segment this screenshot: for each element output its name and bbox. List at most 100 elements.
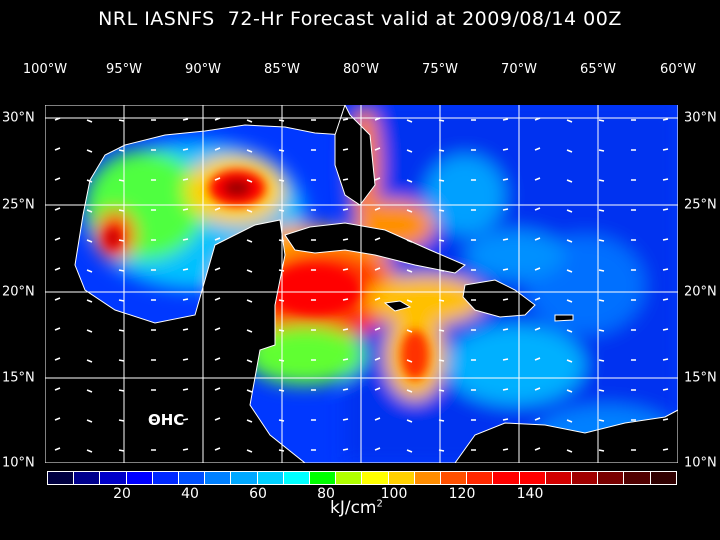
- current-vector: [406, 209, 413, 213]
- current-vector: [502, 118, 509, 121]
- current-vector: [86, 299, 93, 303]
- current-vector: [246, 389, 253, 393]
- colorbar-tick-label: 20: [113, 486, 131, 502]
- current-vector: [374, 297, 381, 301]
- ohc-map: [45, 105, 678, 463]
- current-vector: [214, 417, 221, 421]
- current-vector: [182, 238, 189, 241]
- field-label: OHC: [148, 411, 185, 429]
- current-vector: [598, 149, 605, 152]
- colorbar-bin: [152, 472, 179, 484]
- current-vector: [406, 329, 413, 333]
- current-vector: [662, 118, 669, 121]
- current-vector: [566, 359, 573, 363]
- current-vector: [566, 119, 573, 123]
- current-vector: [374, 267, 381, 271]
- current-vector: [86, 329, 93, 333]
- current-vector: [598, 269, 605, 272]
- south-america: [454, 409, 678, 463]
- current-vector: [214, 357, 221, 361]
- current-vector: [374, 387, 381, 391]
- current-vector: [86, 269, 93, 273]
- current-vector: [182, 148, 189, 151]
- lon-label: 90°W: [185, 62, 221, 77]
- current-vector: [662, 388, 669, 391]
- lat-label: 25°N: [2, 197, 35, 213]
- current-vector: [214, 387, 221, 391]
- units-exponent: 2: [376, 498, 383, 510]
- current-vector: [566, 239, 573, 243]
- current-vector: [534, 237, 541, 241]
- current-vector: [502, 418, 509, 421]
- current-vector: [182, 268, 189, 271]
- current-vector: [342, 388, 349, 391]
- lat-label: 20°N: [2, 284, 35, 300]
- colorbar-bin: [519, 472, 545, 484]
- lat-label: 30°N: [2, 110, 35, 126]
- current-vector: [182, 298, 189, 301]
- current-vector: [182, 388, 189, 391]
- current-vector: [502, 448, 509, 451]
- current-vector: [246, 239, 253, 243]
- current-vector: [566, 209, 573, 213]
- current-vector: [598, 329, 605, 332]
- current-vector: [118, 329, 125, 332]
- lat-label: 20°N: [684, 284, 717, 300]
- current-vector: [342, 448, 349, 451]
- lon-label: 60°W: [660, 62, 696, 77]
- current-vector: [118, 389, 125, 392]
- mexico-us-central-america: [45, 105, 346, 463]
- colorbar: [47, 471, 677, 485]
- colorbar-tick-label: 120: [448, 486, 476, 502]
- lon-label: 70°W: [501, 62, 537, 77]
- current-vector: [214, 297, 221, 301]
- current-vector: [342, 268, 349, 271]
- current-vector: [374, 357, 381, 361]
- current-vector: [534, 267, 541, 271]
- current-vector: [598, 359, 605, 362]
- colorbar-bin: [126, 472, 152, 484]
- current-vector: [598, 239, 605, 242]
- current-vector: [662, 238, 669, 241]
- current-vector: [534, 387, 541, 391]
- units-text: kJ/cm: [330, 498, 377, 518]
- current-vector: [182, 208, 189, 211]
- colorbar-bin: [231, 472, 257, 484]
- current-vector: [182, 358, 189, 361]
- colorbar-bin: [336, 472, 362, 484]
- colorbar-bin: [414, 472, 441, 484]
- colorbar-units: kJ/cm2: [330, 498, 383, 518]
- colorbar-bin: [179, 472, 205, 484]
- current-vector: [86, 389, 93, 393]
- current-vector: [598, 179, 605, 182]
- current-vector: [406, 179, 413, 183]
- current-vector: [502, 358, 509, 361]
- hispaniola: [462, 279, 536, 318]
- current-vector: [566, 419, 573, 423]
- current-vector: [598, 209, 605, 212]
- current-vector: [214, 147, 221, 151]
- current-vector: [54, 417, 61, 421]
- jamaica: [383, 300, 412, 312]
- current-vector: [566, 149, 573, 153]
- current-vector: [598, 419, 605, 422]
- current-vector: [406, 149, 413, 153]
- lon-label: 100°W: [22, 62, 68, 77]
- current-vector: [246, 179, 253, 183]
- current-vector: [246, 209, 253, 213]
- current-vector: [246, 329, 253, 333]
- lat-label: 10°N: [684, 455, 717, 471]
- current-vector: [118, 119, 125, 122]
- current-vector: [182, 328, 189, 331]
- lat-label: 15°N: [684, 370, 717, 386]
- current-vector: [598, 389, 605, 392]
- current-vector: [662, 358, 669, 361]
- current-vector: [118, 359, 125, 362]
- current-vector: [566, 389, 573, 393]
- current-vector: [54, 357, 61, 361]
- current-vector: [182, 118, 189, 121]
- current-vector: [54, 297, 61, 301]
- current-vector: [118, 209, 125, 212]
- current-vector: [374, 237, 381, 241]
- current-vector: [406, 359, 413, 363]
